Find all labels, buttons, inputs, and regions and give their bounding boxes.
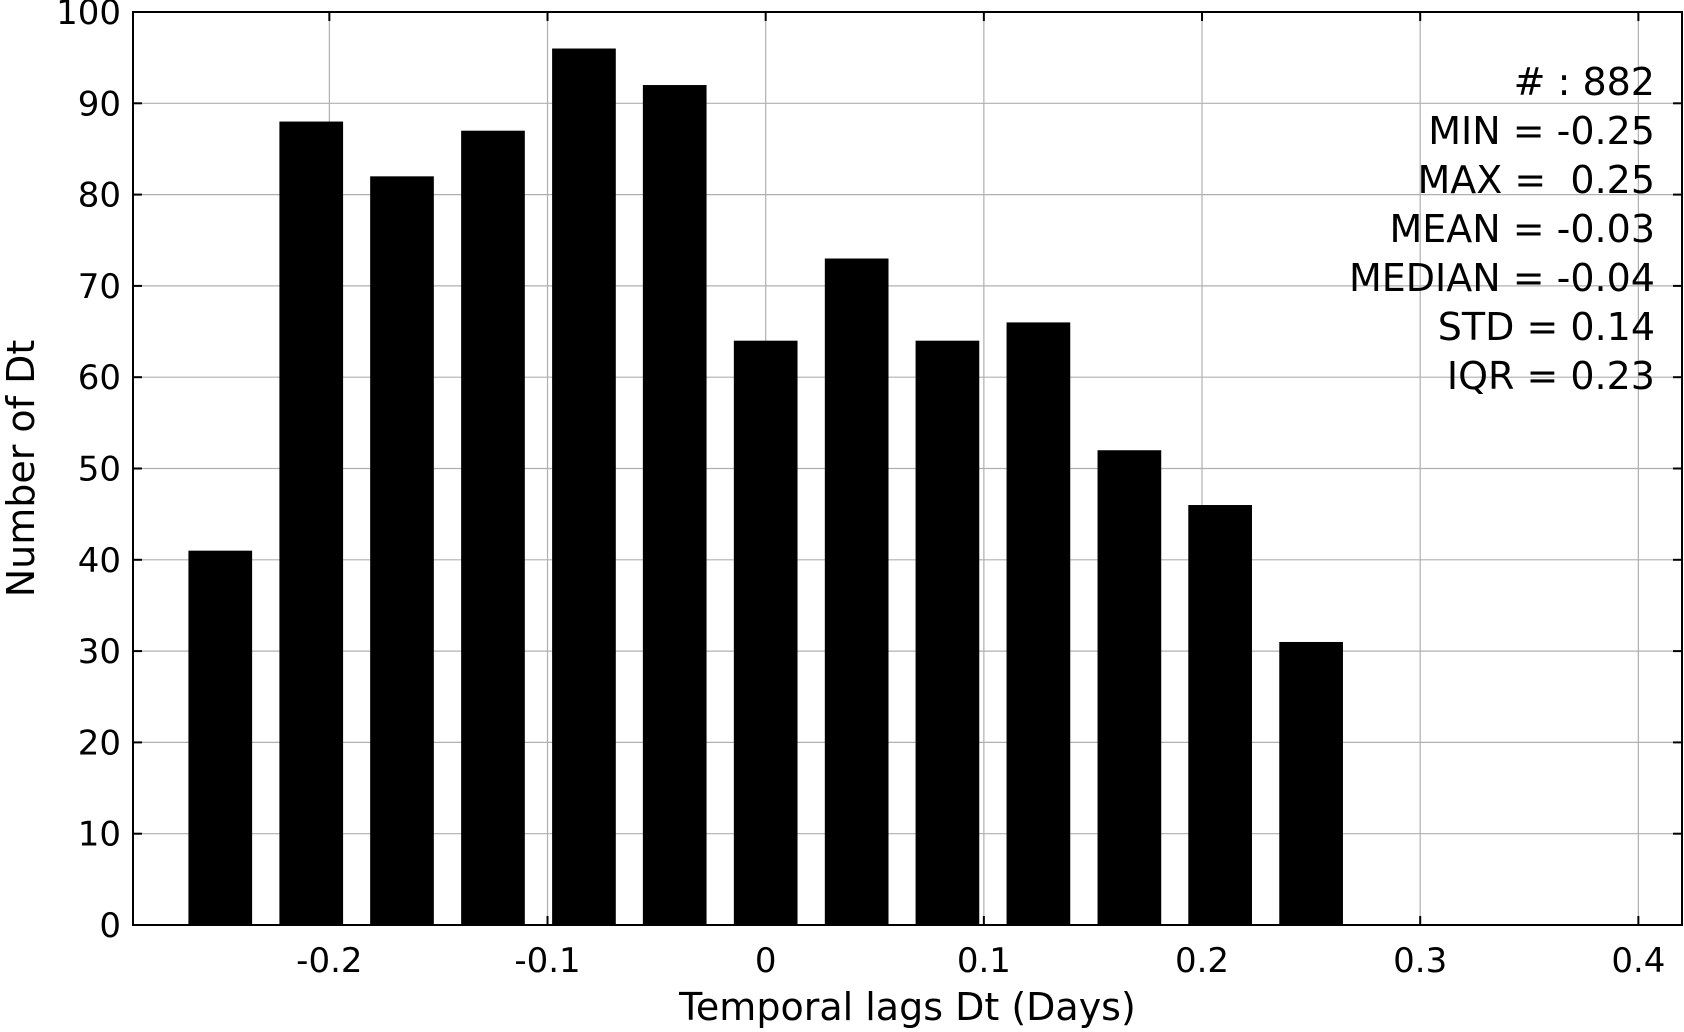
- x-tick-label: -0.1: [514, 941, 580, 981]
- stat-line: IQR = 0.23: [1447, 354, 1655, 398]
- y-tick-label: 40: [78, 541, 121, 581]
- stat-line: MEDIAN = -0.04: [1349, 256, 1655, 300]
- histogram-bar: [642, 85, 707, 926]
- stat-line: MAX = 0.25: [1418, 158, 1656, 202]
- stat-line: MIN = -0.25: [1428, 109, 1655, 153]
- y-tick-label: 60: [78, 358, 121, 398]
- histogram-bar: [1097, 450, 1162, 925]
- histogram-bar: [1006, 322, 1071, 925]
- x-tick-label: -0.2: [296, 941, 362, 981]
- y-tick-labels: 0 10 20 30 40 50 60 70 80 90 100: [56, 0, 121, 946]
- histogram-bar: [733, 340, 798, 925]
- x-tick-label: 0.1: [957, 941, 1011, 981]
- histogram-bar: [370, 176, 434, 926]
- histogram-bar: [461, 130, 525, 925]
- x-tick-label: 0.3: [1393, 941, 1447, 981]
- histogram-bar: [915, 340, 980, 925]
- statistics-annotation: # : 882 MIN = -0.25 MAX = 0.25 MEAN = -0.03…: [1349, 60, 1655, 398]
- histogram-bar: [1279, 641, 1343, 925]
- x-tick-label: 0.4: [1611, 941, 1665, 981]
- y-tick-label: 80: [78, 176, 121, 216]
- x-tick-labels: -0.2 -0.1 0 0.1 0.2 0.3 0.4: [296, 941, 1665, 981]
- stat-line: # : 882: [1514, 60, 1655, 104]
- y-tick-label: 90: [78, 84, 121, 124]
- x-tick-label: 0: [755, 941, 777, 981]
- histogram-bar: [279, 121, 344, 925]
- y-axis-label: Number of Dt: [0, 340, 43, 598]
- x-axis-label: Temporal lags Dt (Days): [678, 985, 1136, 1029]
- y-tick-label: 30: [78, 632, 121, 672]
- histogram-bar: [824, 258, 889, 925]
- y-tick-label: 0: [99, 906, 121, 946]
- axis-ticks: [133, 11, 1682, 926]
- bars: [188, 48, 1343, 926]
- x-tick-label: 0.2: [1175, 941, 1229, 981]
- y-tick-label: 50: [78, 450, 121, 490]
- histogram-bar: [552, 48, 616, 925]
- histogram-bar: [188, 550, 253, 925]
- y-tick-label: 100: [56, 0, 121, 33]
- y-tick-label: 10: [78, 815, 121, 855]
- y-tick-label: 20: [78, 723, 121, 763]
- stat-line: MEAN = -0.03: [1389, 207, 1655, 251]
- histogram-bar: [1188, 505, 1252, 925]
- y-tick-label: 70: [78, 267, 121, 307]
- stat-line: STD = 0.14: [1438, 305, 1655, 349]
